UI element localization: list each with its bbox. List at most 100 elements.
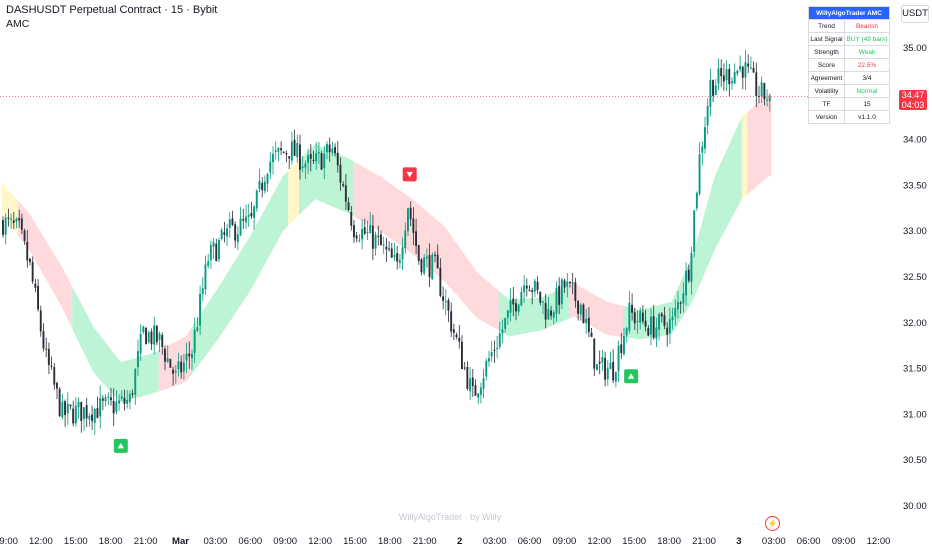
candle-body bbox=[601, 357, 604, 363]
candle-body bbox=[137, 351, 139, 368]
candle-body bbox=[45, 348, 48, 350]
candle-body bbox=[571, 282, 574, 284]
band-segment-neutral bbox=[2, 182, 19, 236]
candle-body bbox=[452, 329, 455, 333]
time-axis[interactable]: 09:00 12:00 15:00 18:00 21:00 Mar 03:00 06:00 09… bbox=[0, 536, 890, 547]
candle-body bbox=[350, 212, 353, 226]
band-segment-bear bbox=[18, 200, 73, 329]
last-price-tag: 34.47 04:03 bbox=[899, 90, 927, 110]
band-segment-bear bbox=[747, 93, 772, 195]
candle-body bbox=[547, 309, 550, 320]
candle-body bbox=[717, 68, 720, 84]
candle-body bbox=[552, 312, 555, 318]
candle-body bbox=[563, 280, 566, 288]
candles-layer bbox=[2, 50, 771, 435]
candle-body bbox=[409, 207, 412, 220]
candle-body bbox=[612, 362, 615, 381]
candle-body bbox=[523, 285, 525, 293]
candle-body bbox=[544, 303, 547, 320]
candle-body bbox=[382, 244, 385, 246]
candle-body bbox=[677, 302, 679, 310]
candle-body bbox=[482, 378, 485, 389]
candle-body bbox=[533, 280, 536, 292]
amc-band-layer bbox=[2, 93, 772, 403]
candle-body bbox=[247, 214, 250, 217]
candle-body bbox=[215, 243, 218, 262]
dashboard-table: WillyAlgoTrader AMC Trend Bearish Last Sig… bbox=[808, 6, 891, 124]
candle-body bbox=[747, 63, 750, 67]
candle-body bbox=[725, 69, 728, 81]
candle-body bbox=[209, 245, 212, 260]
price-axis[interactable]: 30.00 30.50 31.00 31.50 32.00 32.50 33.00 33.50… bbox=[903, 43, 927, 512]
candle-body bbox=[695, 192, 698, 209]
candle-body bbox=[623, 336, 625, 355]
candle-body bbox=[158, 333, 161, 340]
candle-body bbox=[37, 285, 39, 310]
x-tick-label: 06:00 bbox=[238, 536, 262, 547]
candle-body bbox=[425, 256, 428, 259]
candle-body bbox=[388, 248, 390, 250]
candle-body bbox=[296, 143, 299, 158]
candle-body bbox=[690, 252, 693, 282]
candle-body bbox=[58, 388, 61, 416]
candle-body bbox=[61, 401, 64, 418]
candle-body bbox=[434, 254, 436, 256]
candle-body bbox=[574, 282, 577, 301]
candle-body bbox=[69, 404, 72, 407]
candle-body bbox=[155, 325, 158, 343]
candle-body bbox=[85, 405, 88, 419]
candle-body bbox=[625, 328, 628, 336]
candle-body bbox=[566, 281, 569, 287]
dashboard-title: WillyAlgoTrader AMC bbox=[808, 6, 890, 20]
x-tick-label: 3 bbox=[736, 536, 741, 547]
dashboard-row: Trend Bearish bbox=[808, 19, 891, 33]
buy-signal-marker bbox=[113, 438, 128, 453]
candle-body bbox=[620, 344, 623, 353]
candle-body bbox=[277, 147, 280, 152]
candle-body bbox=[99, 398, 102, 417]
candle-body bbox=[139, 333, 142, 354]
candle-body bbox=[147, 332, 150, 343]
candle-body bbox=[398, 259, 401, 263]
candle-body bbox=[633, 312, 636, 324]
sell-signal-marker bbox=[402, 167, 417, 182]
lightning-icon[interactable]: ⚡ bbox=[765, 516, 780, 531]
currency-button[interactable]: USDT bbox=[901, 5, 929, 23]
candle-body bbox=[744, 62, 747, 78]
candle-body bbox=[280, 148, 282, 151]
x-tick-label: 18:00 bbox=[657, 536, 681, 547]
x-tick-label: 03:00 bbox=[204, 536, 228, 547]
candle-body bbox=[736, 70, 739, 74]
y-tick-label: 35.00 bbox=[903, 43, 927, 54]
dashboard-row-value: v1.1.0 bbox=[843, 110, 891, 124]
candle-body bbox=[255, 190, 258, 209]
x-tick-label: 2 bbox=[457, 536, 462, 547]
candle-body bbox=[288, 156, 291, 159]
candle-body bbox=[752, 67, 755, 73]
candle-body bbox=[323, 153, 326, 169]
candle-body bbox=[490, 352, 493, 357]
band-segment-bull bbox=[72, 286, 159, 403]
candle-body bbox=[134, 369, 137, 395]
candle-body bbox=[101, 398, 104, 401]
dashboard-row-label: Score bbox=[808, 58, 845, 72]
candle-body bbox=[193, 329, 196, 353]
candle-body bbox=[83, 407, 85, 419]
candle-body bbox=[142, 326, 145, 333]
candle-body bbox=[401, 247, 404, 260]
candle-body bbox=[436, 254, 439, 269]
symbol-title[interactable]: DASHUSDT Perpetual Contract · 15 · Bybit bbox=[6, 4, 218, 16]
indicator-name[interactable]: AMC bbox=[6, 18, 30, 30]
candle-body bbox=[307, 155, 309, 163]
x-tick-label: Mar bbox=[172, 536, 189, 547]
band-segment-bull bbox=[623, 116, 742, 340]
candle-body bbox=[18, 218, 21, 221]
candle-body bbox=[34, 283, 37, 288]
candle-body bbox=[442, 296, 444, 301]
candle-body bbox=[396, 253, 399, 262]
candle-body bbox=[558, 285, 561, 305]
dashboard-row-value: Normal bbox=[843, 84, 891, 98]
dashboard-row-label: Last Signal bbox=[808, 32, 845, 46]
candle-body bbox=[404, 230, 407, 249]
